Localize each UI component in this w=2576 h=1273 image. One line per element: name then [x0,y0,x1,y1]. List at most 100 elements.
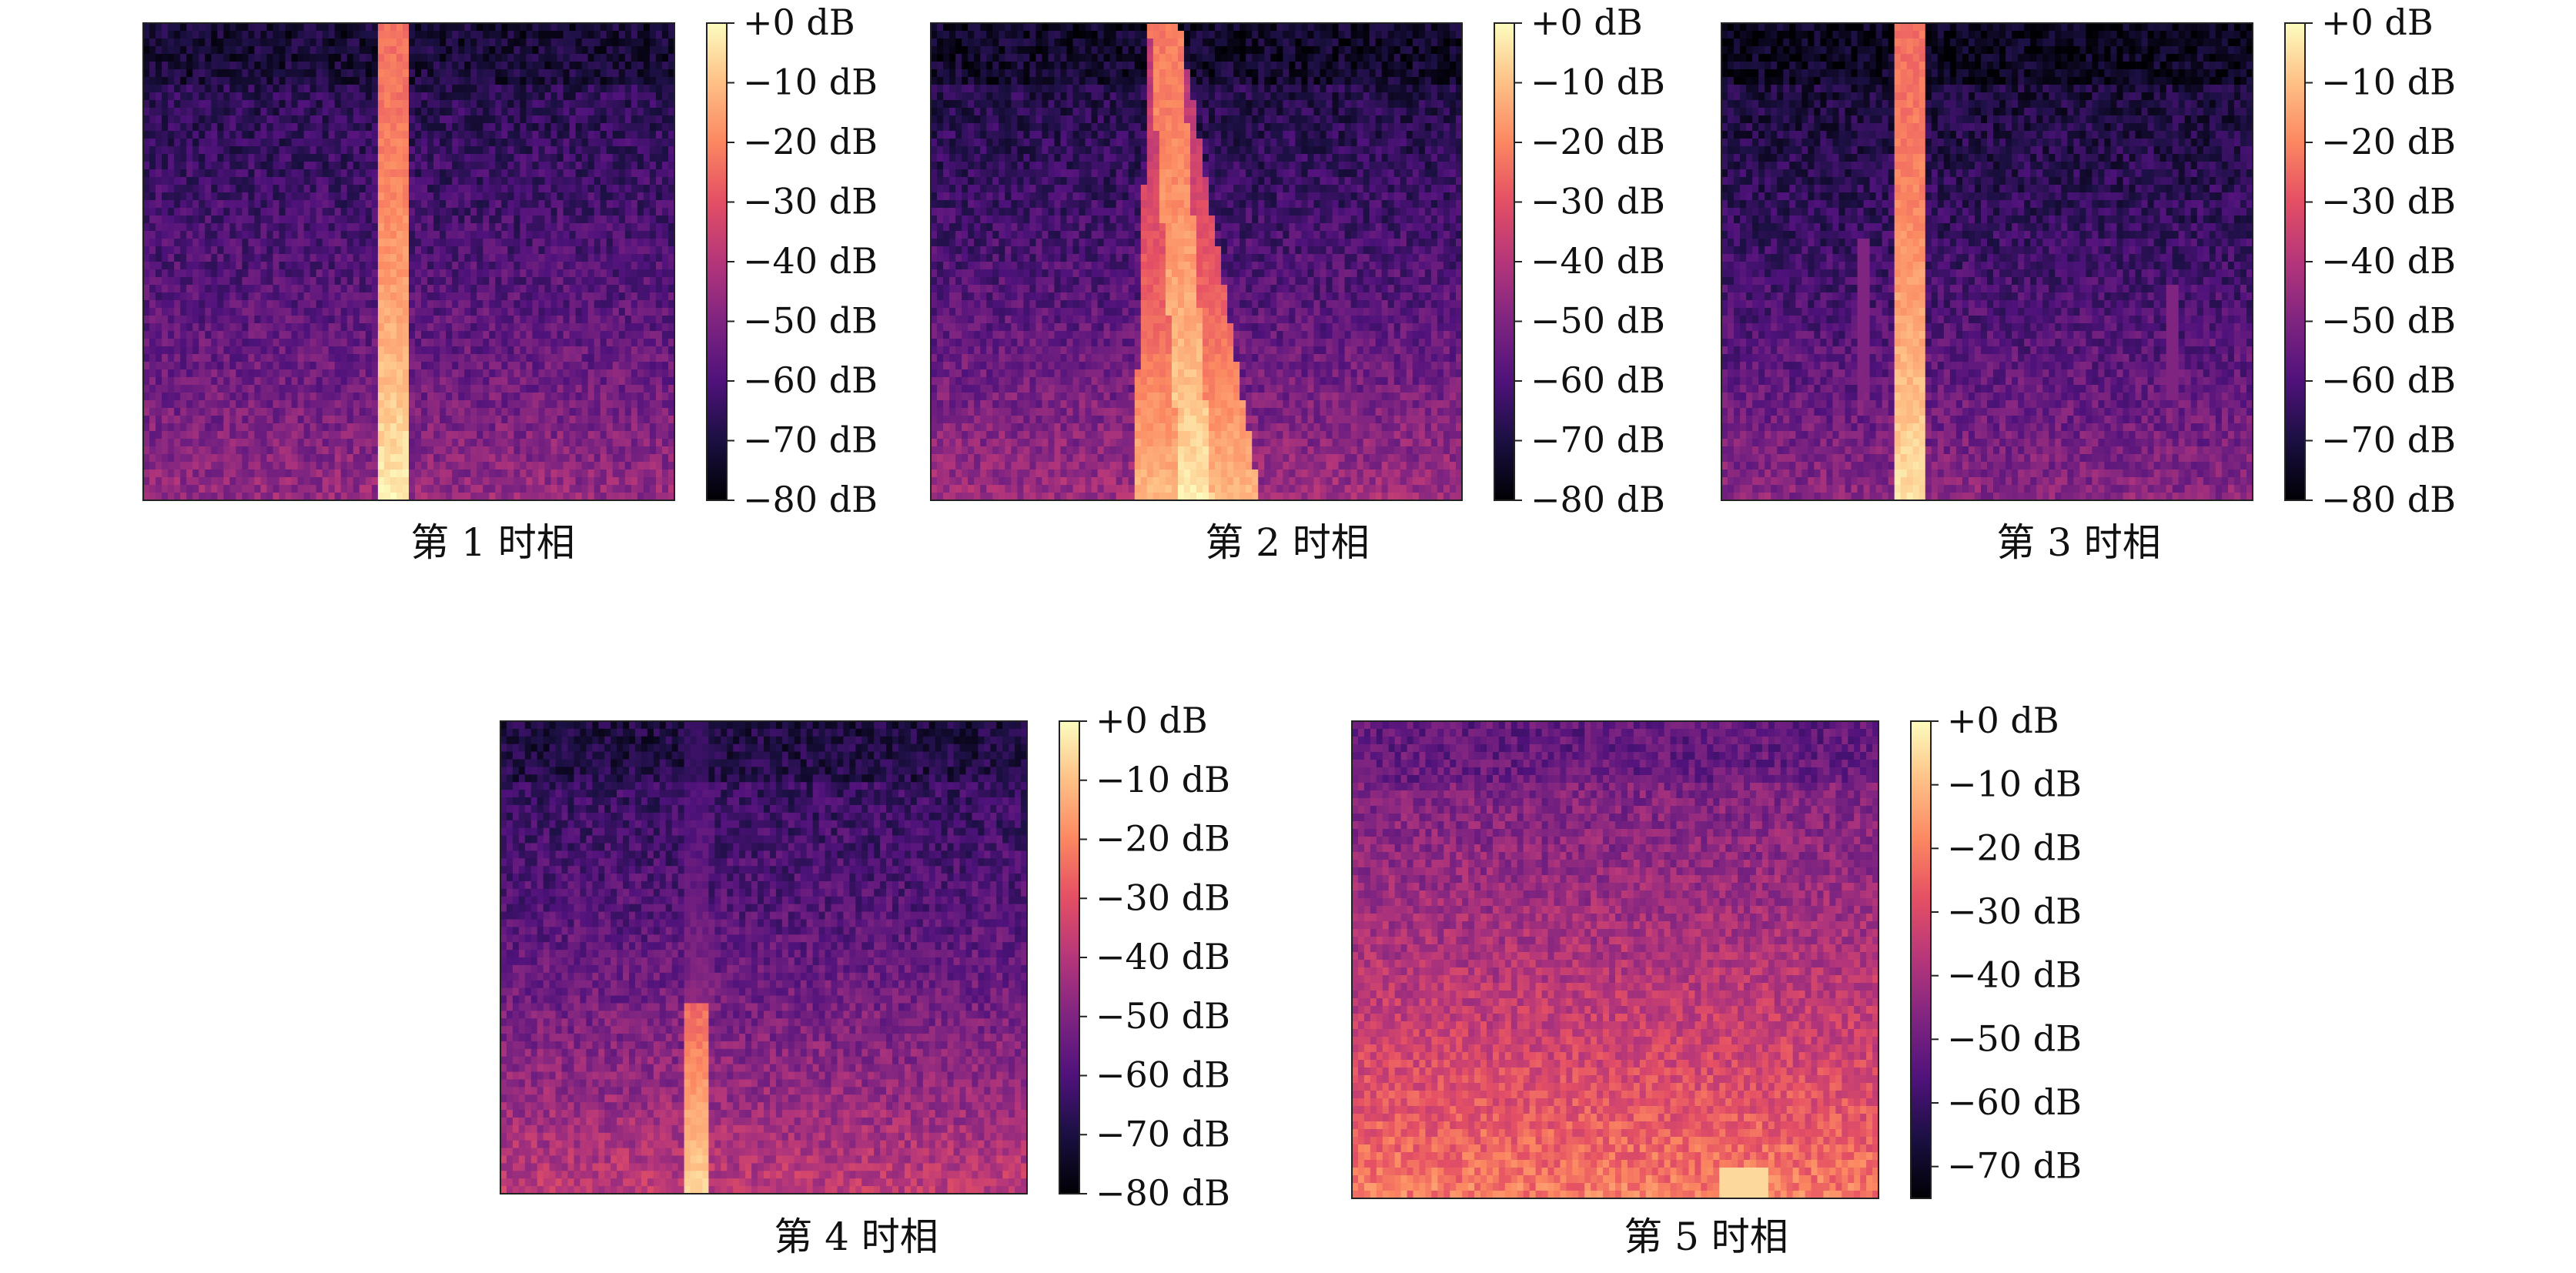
heatmap-cell [149,131,156,139]
heatmap-cell [199,192,206,201]
heatmap-cell [223,385,230,393]
heatmap-cell [254,277,261,286]
heatmap-cell [489,23,496,32]
heatmap-cell [260,108,267,116]
heatmap-cell [532,139,539,147]
heatmap-cell [619,377,626,386]
heatmap-cell [211,162,218,170]
heatmap-cell [625,285,632,293]
heatmap-cell [477,239,483,247]
heatmap-cell [266,462,273,470]
heatmap-cell [637,23,644,32]
heatmap-cell [323,239,330,247]
heatmap-cell [495,462,502,470]
heatmap-cell [323,192,330,201]
heatmap-cell [520,454,527,463]
heatmap-cell [421,23,428,32]
heatmap-cell [532,169,539,178]
heatmap-cell [489,162,496,170]
heatmap-cell [266,115,273,124]
heatmap-cell [329,208,336,216]
heatmap-cell [483,85,490,93]
heatmap-cell [242,292,249,301]
heatmap-cell [594,462,601,470]
heatmap-cell [644,23,651,32]
heatmap-cell [477,154,483,162]
heatmap-cell [162,323,169,332]
heatmap-cell [570,269,577,278]
heatmap-cell [372,38,379,47]
heatmap-cell [329,292,336,301]
heatmap-cell [433,139,440,147]
heatmap-cell [551,316,558,324]
heatmap-cell [335,285,342,293]
heatmap-cell [507,416,514,424]
heatmap-cell [452,223,459,232]
heatmap-cell [507,223,514,232]
heatmap-cell [186,439,193,447]
heatmap-cell [415,239,422,247]
heatmap-cell [229,223,236,232]
heatmap-cell [180,416,187,424]
heatmap-cell [298,277,305,286]
heatmap-cell [440,85,447,93]
heatmap-cell [223,54,230,62]
heatmap-cell [440,231,447,239]
heatmap-cell [143,169,150,178]
heatmap-cell [427,439,434,447]
heatmap-cell [576,85,583,93]
heatmap-cell [316,185,323,193]
heatmap-cell [619,269,626,278]
heatmap-cell [390,131,397,139]
heatmap-cell [390,439,397,447]
heatmap-cell [360,239,366,247]
heatmap-cell [205,185,212,193]
heatmap-cell [273,416,279,424]
heatmap-cell [242,100,249,109]
heatmap-cell [260,462,267,470]
heatmap-cell [656,262,663,270]
heatmap-cell [557,393,564,401]
heatmap-cell [415,431,422,439]
heatmap-cell [464,292,471,301]
heatmap-cell [464,362,471,370]
heatmap-cell [323,269,330,278]
heatmap-cell [229,100,236,109]
heatmap-cell [156,246,162,255]
heatmap-cell [378,31,385,39]
heatmap-cell [588,331,595,339]
heatmap-cell [607,108,614,116]
heatmap-cell [625,162,632,170]
heatmap-cell [217,108,224,116]
heatmap-cell [532,31,539,39]
heatmap-cell [464,185,471,193]
heatmap-cell [538,208,545,216]
heatmap-cell [192,246,199,255]
heatmap-cell [564,77,570,85]
heatmap-cell [273,316,279,324]
heatmap-cell [644,400,651,409]
heatmap-cell [335,216,342,224]
heatmap-cell [637,146,644,155]
heatmap-cell [384,446,391,455]
heatmap-cell [217,131,224,139]
heatmap-cell [415,316,422,324]
heatmap-cell [174,269,181,278]
heatmap-cell [588,262,595,270]
heatmap-cell [372,408,379,416]
heatmap-cell [507,169,514,178]
heatmap-cell [489,292,496,301]
heatmap-cell [229,408,236,416]
heatmap-cell [372,54,379,62]
heatmap-cell [174,85,181,93]
heatmap-cell [564,269,570,278]
heatmap-cell [390,331,397,339]
heatmap-cell [360,269,366,278]
heatmap-cell [341,162,348,170]
heatmap-cell [143,239,150,247]
heatmap-cell [557,131,564,139]
heatmap-cell [495,69,502,78]
heatmap-cell [217,331,224,339]
heatmap-cell [304,416,311,424]
heatmap-cell [520,408,527,416]
